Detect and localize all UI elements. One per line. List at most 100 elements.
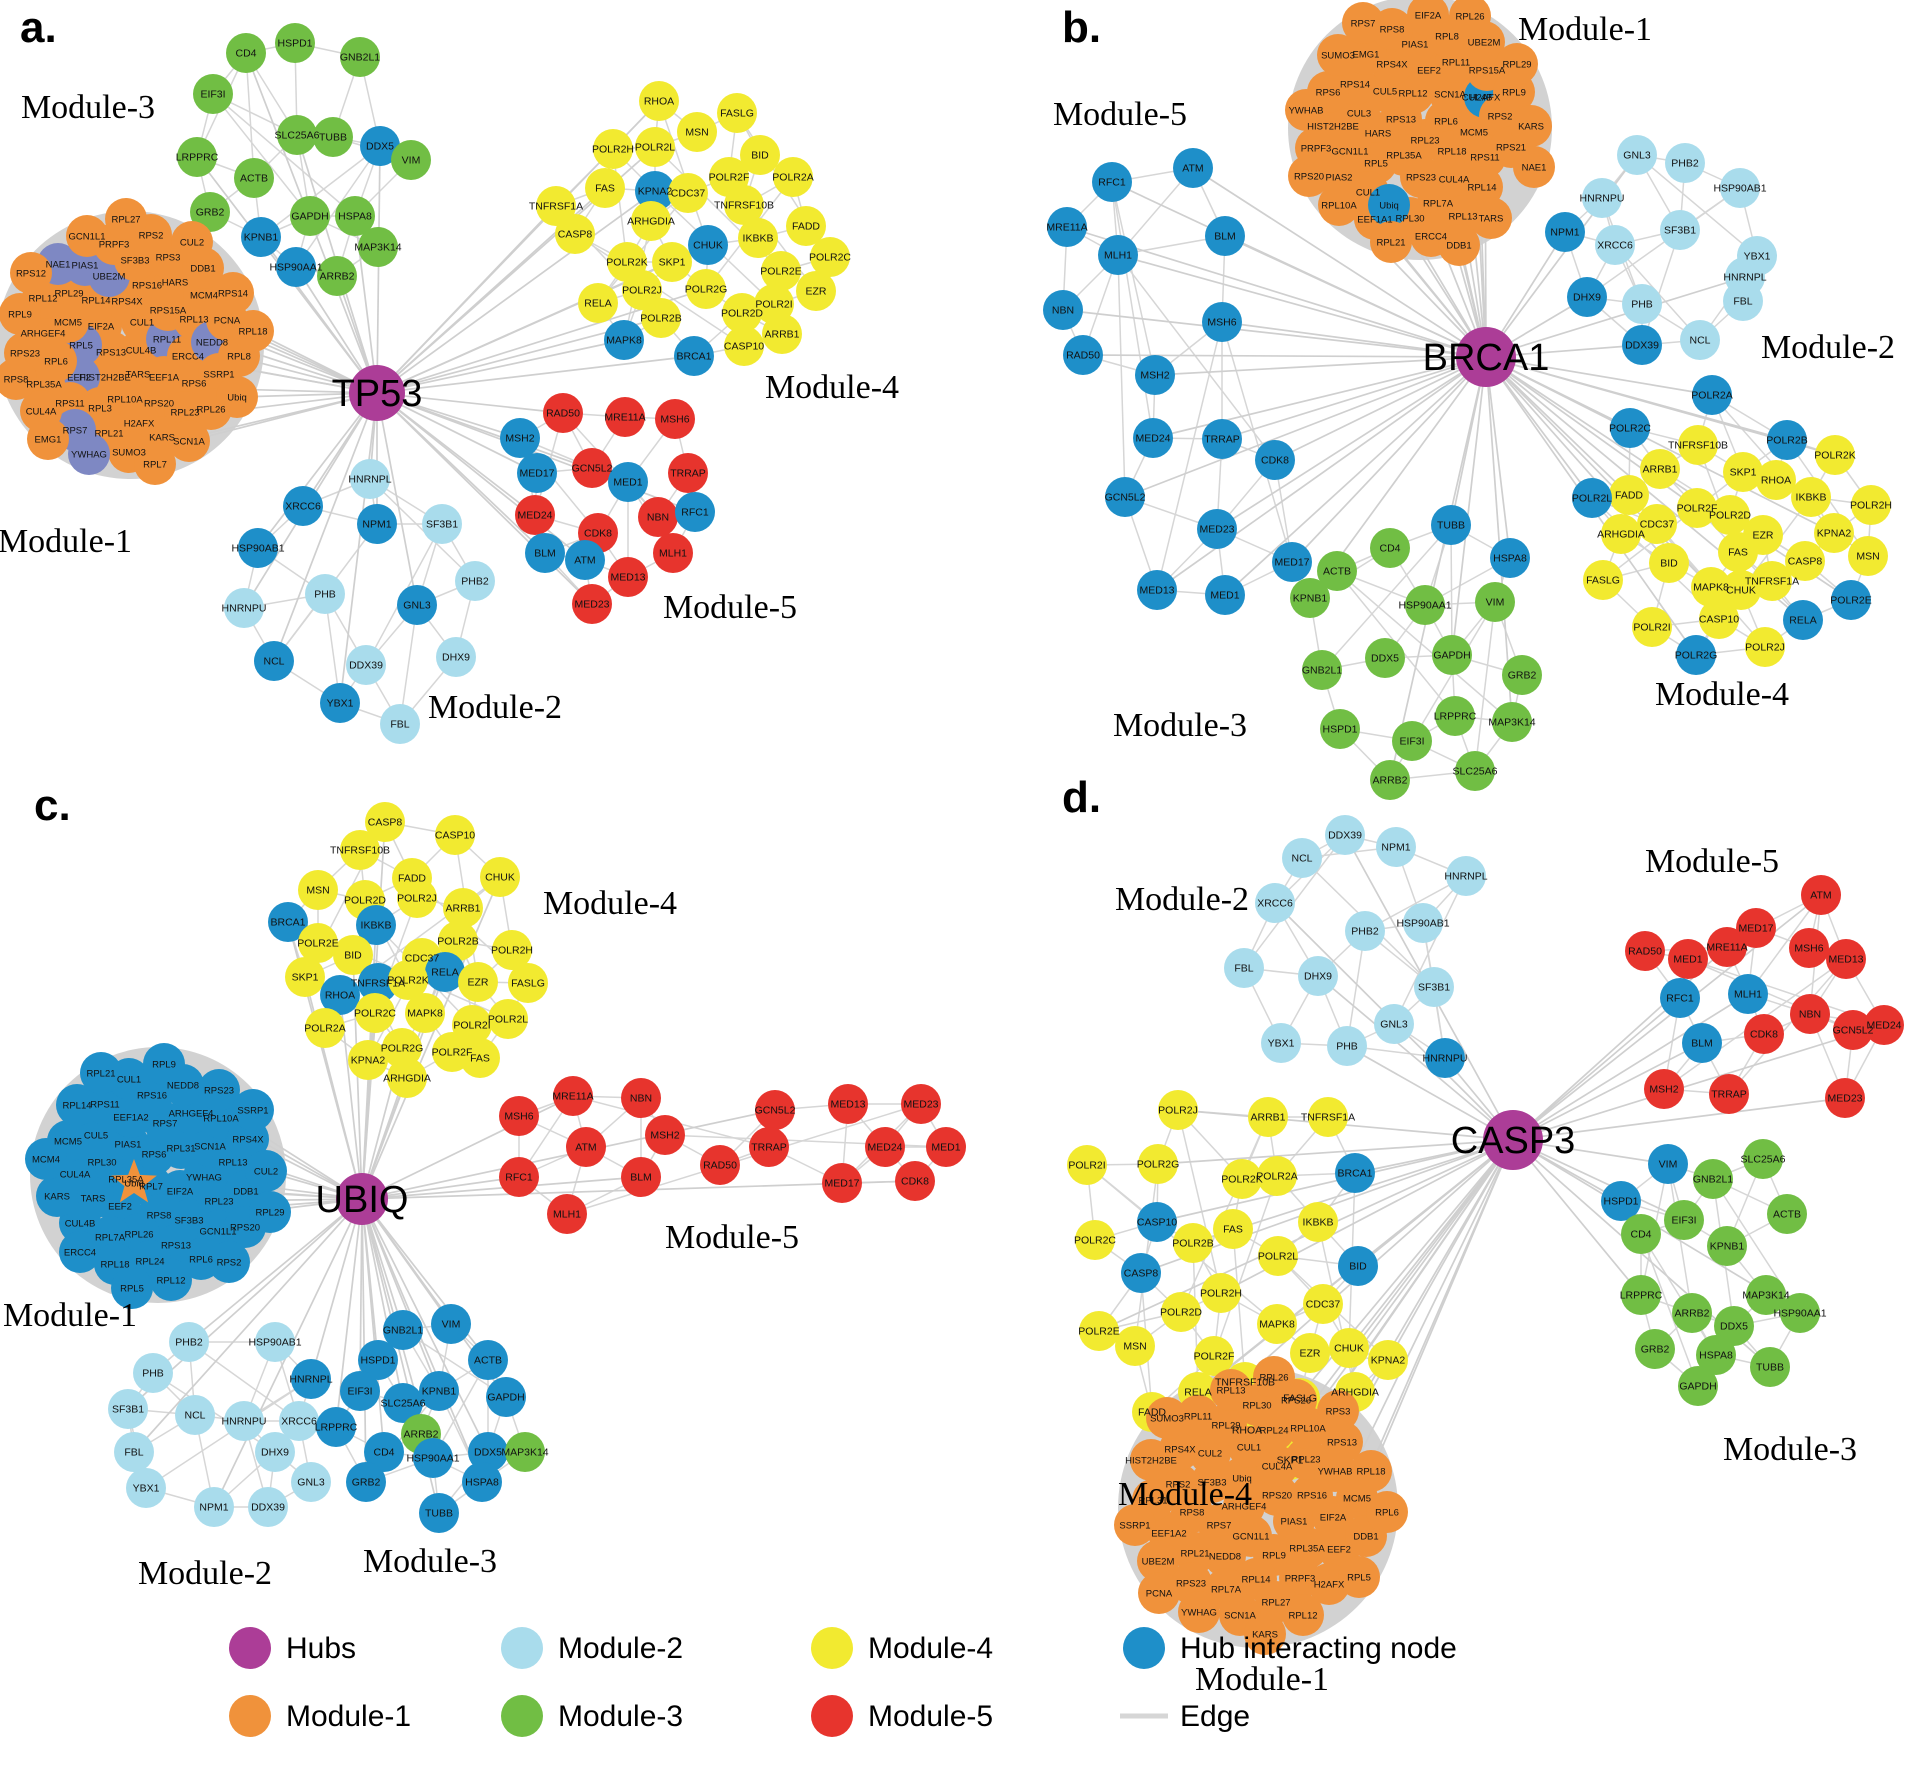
node-PHB[interactable] [1622,284,1662,324]
node-TRRAP[interactable] [1709,1074,1749,1114]
node-PHB[interactable] [305,574,345,614]
node-RAD50[interactable] [1625,931,1665,971]
hub-BRCA1[interactable] [1456,327,1516,387]
node-POLR2B[interactable] [1173,1223,1213,1263]
node-FASLG[interactable] [1583,560,1623,600]
node-ARRB1[interactable] [443,888,483,928]
node-SUMO3[interactable] [1317,34,1359,76]
node-DHX9[interactable] [1298,956,1338,996]
node-RPL5[interactable] [111,1267,153,1309]
node-YWHAG[interactable] [68,433,110,475]
node-YWHAG[interactable] [1178,1591,1220,1633]
node-CUL2[interactable] [245,1150,287,1192]
node-MAP3K14[interactable] [505,1432,545,1472]
node-NPM1[interactable] [357,504,397,544]
node-BLM[interactable] [621,1157,661,1197]
node-BID[interactable] [740,135,780,175]
node-MAPK8[interactable] [1257,1304,1297,1344]
node-DHX9[interactable] [1567,277,1607,317]
node-HSPA8[interactable] [462,1462,502,1502]
node-MRE11A[interactable] [1707,927,1747,967]
node-MSH2[interactable] [1644,1069,1684,1109]
node-Ubiq[interactable] [111,1159,157,1203]
node-CDK8[interactable] [1255,440,1295,480]
node-MRE11A[interactable] [605,397,645,437]
node-RPL5[interactable] [1338,1556,1380,1598]
node-SLC25A6[interactable] [277,115,317,155]
node-POLR2B[interactable] [1767,420,1807,460]
node-ARRB1[interactable] [762,314,802,354]
node-MSH6[interactable] [1789,928,1829,968]
node-HNRNPL[interactable] [350,459,390,499]
node-TARS[interactable] [1470,197,1512,239]
node-CASP8[interactable] [1785,541,1825,581]
node-POLR2B[interactable] [641,298,681,338]
node-POLR2I[interactable] [1067,1145,1107,1185]
node-BID[interactable] [1338,1246,1378,1286]
node-CASP10[interactable] [724,326,764,366]
node-POLR2G[interactable] [686,269,726,309]
node-BRCA1[interactable] [268,902,308,942]
node-RPL9[interactable] [143,1043,185,1085]
node-GNB2L1[interactable] [340,37,380,77]
node-GRB2[interactable] [1635,1329,1675,1369]
node-TNFRSF1A[interactable] [1308,1097,1348,1137]
node-XRCC6[interactable] [279,1401,319,1441]
node-GRB2[interactable] [190,192,230,232]
node-MED24[interactable] [515,495,555,535]
node-PHB2[interactable] [169,1322,209,1362]
node-DDX39[interactable] [1622,325,1662,365]
node-SLC25A6[interactable] [1455,751,1495,791]
node-RAD50[interactable] [543,393,583,433]
node-MAP3K14[interactable] [1746,1275,1786,1315]
node-YBX1[interactable] [1261,1023,1301,1063]
node-MAP3K14[interactable] [358,227,398,267]
node-RPS3[interactable] [1317,1390,1359,1432]
node-BID[interactable] [1649,543,1689,583]
node-POLR2K[interactable] [1222,1159,1262,1199]
node-XRCC6[interactable] [283,486,323,526]
node-ATM[interactable] [566,1127,606,1167]
node-CHUK[interactable] [1329,1328,1369,1368]
node-POLR2A[interactable] [1692,375,1732,415]
node-RELA[interactable] [578,283,618,323]
node-POLR2B[interactable] [438,921,478,961]
node-KARS[interactable] [1244,1613,1286,1655]
node-HNRNPU[interactable] [1425,1038,1465,1078]
node-HNRNPL[interactable] [291,1359,331,1399]
node-TNFRSF1A[interactable] [536,186,576,226]
node-RELA[interactable] [425,952,465,992]
node-RHOA[interactable] [1756,460,1796,500]
node-CASP10[interactable] [1699,599,1739,639]
node-ARHGDIA[interactable] [631,201,671,241]
node-POLR2J[interactable] [1745,627,1785,667]
node-RFC1[interactable] [675,492,715,532]
node-EIF3I[interactable] [1392,721,1432,761]
node-FBL[interactable] [1224,948,1264,988]
node-GAPDH[interactable] [290,196,330,236]
node-GNB2L1[interactable] [1693,1159,1733,1199]
node-RPL21[interactable] [1370,221,1412,263]
node-CHUK[interactable] [688,225,728,265]
node-POLR2L[interactable] [1572,478,1612,518]
node-RPL26[interactable] [1449,0,1491,37]
node-RFC1[interactable] [1660,978,1700,1018]
node-ARRB2[interactable] [317,256,357,296]
node-MED1[interactable] [1205,575,1245,615]
node-MED17[interactable] [517,453,557,493]
node-PHB2[interactable] [1345,911,1385,951]
node-MRE11A[interactable] [1047,207,1087,247]
node-BID[interactable] [333,935,373,975]
node-HIST2H2BE[interactable] [1130,1439,1172,1481]
node-HSP90AB1[interactable] [238,528,278,568]
node-CDK8[interactable] [1744,1014,1784,1054]
node-FBL[interactable] [380,704,420,744]
node-MED23[interactable] [572,584,612,624]
node-HSPD1[interactable] [275,23,315,63]
node-HNRNPU[interactable] [1582,178,1622,218]
node-DHX9[interactable] [436,637,476,677]
node-DDX5[interactable] [468,1432,508,1472]
node-KPNA2[interactable] [348,1040,388,1080]
node-MRE11A[interactable] [553,1076,593,1116]
node-ACTB[interactable] [1317,551,1357,591]
